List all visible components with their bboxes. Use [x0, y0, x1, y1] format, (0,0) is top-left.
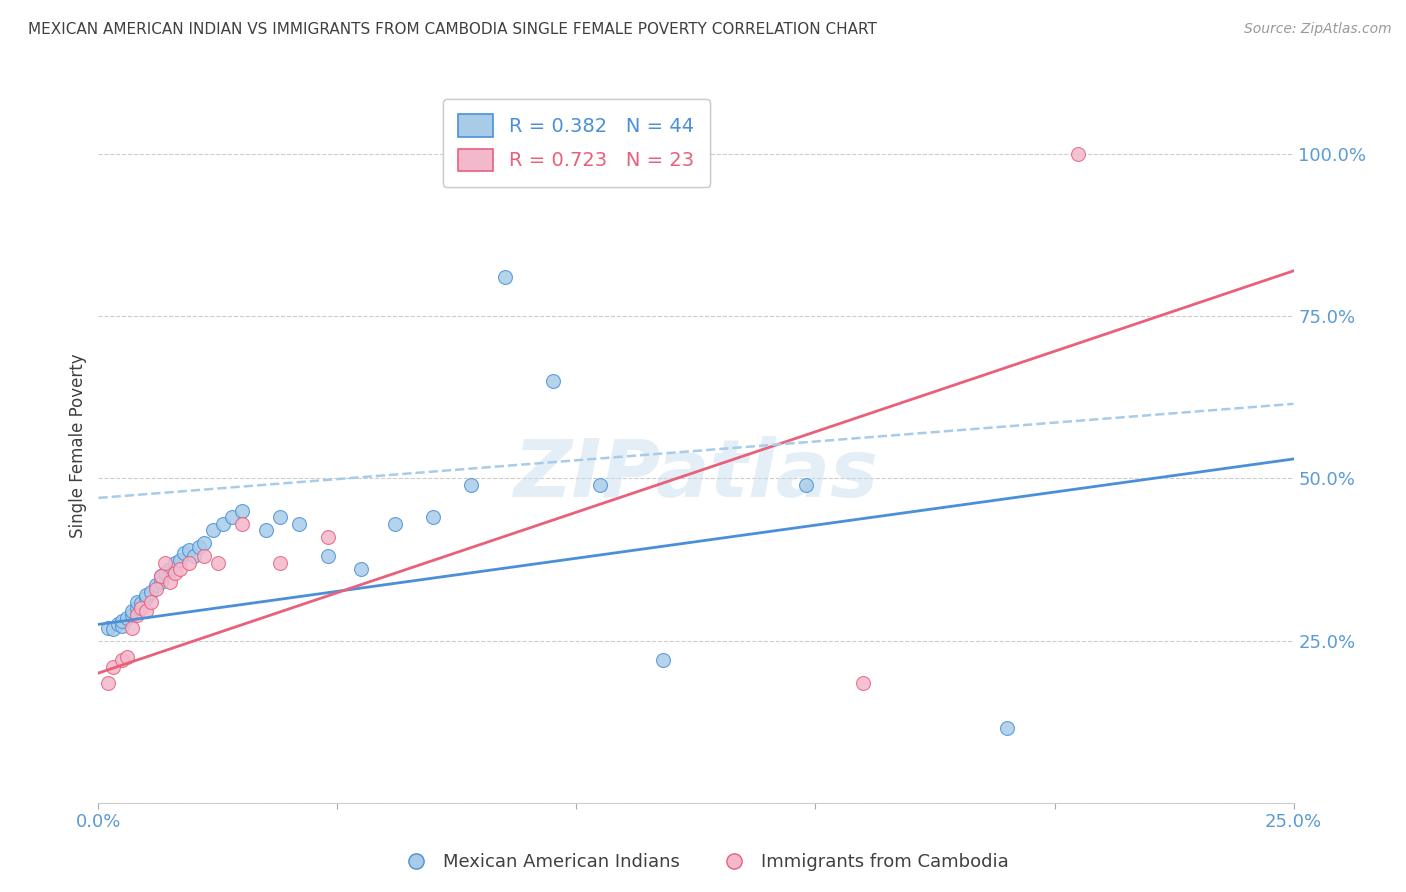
Y-axis label: Single Female Poverty: Single Female Poverty	[69, 354, 87, 538]
Point	[193, 536, 215, 550]
Point	[111, 614, 134, 628]
Point	[101, 659, 124, 673]
Point	[316, 549, 339, 564]
Point	[97, 621, 120, 635]
Point	[211, 516, 233, 531]
Point	[159, 562, 181, 576]
Point	[384, 516, 406, 531]
Legend: R = 0.382   N = 44, R = 0.723   N = 23: R = 0.382 N = 44, R = 0.723 N = 23	[443, 99, 710, 186]
Point	[269, 510, 291, 524]
Point	[139, 585, 162, 599]
Point	[269, 556, 291, 570]
Point	[125, 607, 148, 622]
Point	[149, 568, 172, 582]
Point	[121, 621, 143, 635]
Point	[207, 556, 229, 570]
Point	[460, 478, 482, 492]
Point	[187, 540, 209, 554]
Point	[131, 596, 153, 610]
Point	[179, 556, 201, 570]
Point	[149, 568, 172, 582]
Text: ZIPatlas: ZIPatlas	[513, 435, 879, 514]
Point	[169, 562, 191, 576]
Point	[254, 524, 277, 538]
Point	[1067, 147, 1090, 161]
Point	[231, 516, 253, 531]
Point	[97, 675, 120, 690]
Text: MEXICAN AMERICAN INDIAN VS IMMIGRANTS FROM CAMBODIA SINGLE FEMALE POVERTY CORREL: MEXICAN AMERICAN INDIAN VS IMMIGRANTS FR…	[28, 22, 877, 37]
Point	[231, 504, 253, 518]
Point	[159, 575, 181, 590]
Point	[111, 653, 134, 667]
Point	[125, 595, 148, 609]
Point	[288, 516, 311, 531]
Point	[155, 556, 177, 570]
Legend: Mexican American Indians, Immigrants from Cambodia: Mexican American Indians, Immigrants fro…	[391, 847, 1015, 879]
Point	[173, 546, 195, 560]
Point	[111, 619, 134, 633]
Point	[179, 542, 201, 557]
Point	[135, 604, 157, 618]
Point	[163, 556, 186, 570]
Point	[155, 566, 177, 580]
Point	[125, 601, 148, 615]
Point	[107, 617, 129, 632]
Point	[145, 578, 167, 592]
Point	[145, 582, 167, 596]
Point	[139, 595, 162, 609]
Point	[115, 649, 138, 664]
Point	[221, 510, 243, 524]
Point	[202, 524, 225, 538]
Point	[995, 721, 1018, 735]
Point	[163, 566, 186, 580]
Point	[316, 530, 339, 544]
Point	[121, 604, 143, 618]
Point	[541, 374, 564, 388]
Point	[135, 591, 157, 606]
Point	[193, 549, 215, 564]
Point	[794, 478, 817, 492]
Point	[589, 478, 612, 492]
Point	[422, 510, 444, 524]
Point	[131, 601, 153, 615]
Text: Source: ZipAtlas.com: Source: ZipAtlas.com	[1244, 22, 1392, 37]
Point	[135, 588, 157, 602]
Point	[183, 549, 205, 564]
Point	[494, 270, 516, 285]
Point	[149, 575, 172, 590]
Point	[350, 562, 373, 576]
Point	[115, 611, 138, 625]
Point	[169, 552, 191, 566]
Point	[852, 675, 875, 690]
Point	[101, 622, 124, 636]
Point	[651, 653, 673, 667]
Point	[121, 607, 143, 622]
